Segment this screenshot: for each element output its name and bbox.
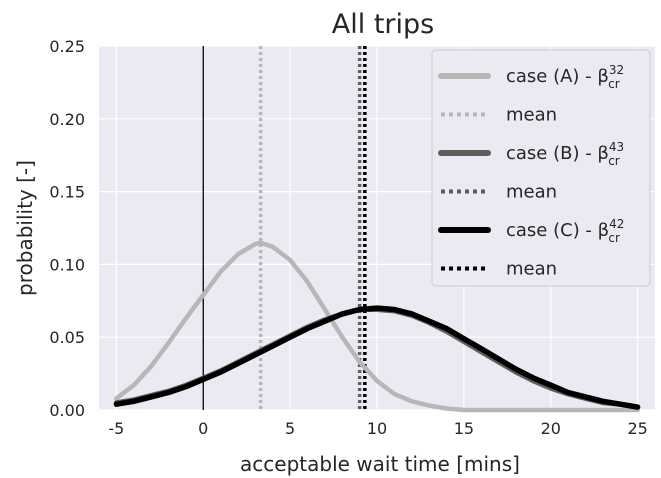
x-tick-label: 15 (454, 419, 474, 438)
legend-superscript: 32 (609, 63, 624, 77)
y-tick-label: 0.10 (49, 255, 85, 274)
x-tick-label: 5 (285, 419, 295, 438)
legend-label-1: mean (506, 105, 557, 126)
tick-labels: -5 0 5 10 15 20 25 0.00 0.05 0.10 0.15 0.20 0.25 (49, 37, 647, 438)
series-line-0 (114, 240, 640, 413)
x-tick-label: 25 (627, 419, 647, 438)
mean-lines (258, 46, 367, 410)
y-tick-label: 0.25 (49, 37, 85, 56)
y-axis-label: probability [-] (13, 160, 37, 296)
legend-label-main: case (A) - β (506, 66, 609, 87)
legend-superscript: 43 (609, 140, 624, 154)
y-tick-label: 0.05 (49, 328, 85, 347)
series-line-2 (113, 305, 641, 410)
x-tick-label: 20 (541, 419, 561, 438)
legend-label-main: case (B) - β (506, 143, 609, 164)
series-lines (113, 240, 641, 413)
legend-label-0: case (A) - β32 cr (506, 63, 624, 91)
legend-label-main: mean (506, 259, 557, 280)
legend-label-main: case (C) - β (506, 220, 609, 241)
x-tick-label: -5 (108, 419, 124, 438)
x-axis-label: acceptable wait time [mins] (240, 452, 520, 476)
legend-subscript: cr (608, 77, 620, 91)
legend-label-main: mean (506, 105, 557, 126)
y-tick-label: 0.15 (49, 183, 85, 202)
y-tick-label: 0.00 (49, 401, 85, 420)
legend-label-main: mean (506, 182, 557, 203)
legend-label-4: case (C) - β42 cr (506, 217, 624, 245)
legend-label-5: mean (506, 259, 557, 280)
x-tick-label: 10 (367, 419, 387, 438)
legend-label-3: mean (506, 182, 557, 203)
legend-subscript: cr (608, 231, 620, 245)
chart-title: All trips (332, 9, 434, 40)
legend-subscript: cr (608, 154, 620, 168)
legend-label-2: case (B) - β43 cr (506, 140, 624, 168)
y-tick-label: 0.20 (49, 110, 85, 129)
legend-superscript: 42 (609, 217, 624, 231)
x-tick-label: 0 (198, 419, 208, 438)
